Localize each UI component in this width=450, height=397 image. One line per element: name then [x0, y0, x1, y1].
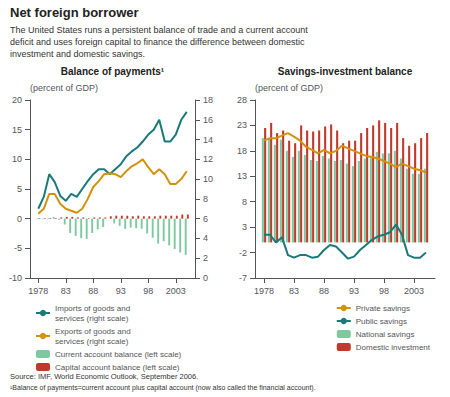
- svg-text:(percent of GDP): (percent of GDP): [255, 83, 323, 93]
- svg-text:Imports of goods and: Imports of goods and: [55, 304, 130, 313]
- svg-text:98: 98: [379, 286, 389, 296]
- svg-text:2003: 2003: [166, 286, 186, 296]
- svg-text:investment and domestic saving: investment and domestic savings.: [10, 49, 145, 59]
- svg-text:83: 83: [61, 286, 71, 296]
- svg-text:1978: 1978: [254, 286, 274, 296]
- svg-text:14: 14: [203, 135, 213, 145]
- svg-text:98: 98: [143, 286, 153, 296]
- svg-text:Exports of goods and: Exports of goods and: [55, 327, 131, 336]
- svg-text:28: 28: [237, 95, 247, 105]
- svg-text:¹Balance of payments=current a: ¹Balance of payments=current account plu…: [10, 384, 316, 392]
- svg-text:Source: IMF, World Economic Ou: Source: IMF, World Economic Outlook, Sep…: [10, 372, 198, 381]
- svg-text:83: 83: [289, 286, 299, 296]
- svg-text:Balance of payments¹: Balance of payments¹: [61, 66, 165, 77]
- svg-text:Current account balance (left: Current account balance (left scale): [55, 350, 182, 359]
- svg-text:0: 0: [17, 214, 22, 224]
- svg-text:-2: -2: [239, 248, 247, 258]
- svg-text:8: 8: [203, 194, 208, 204]
- svg-text:4: 4: [203, 233, 208, 243]
- svg-text:93: 93: [349, 286, 359, 296]
- svg-text:deficit and uses foreign capit: deficit and uses foreign capital to fina…: [10, 37, 305, 47]
- svg-text:Net foreign borrower: Net foreign borrower: [10, 5, 139, 20]
- svg-text:10: 10: [12, 154, 22, 164]
- svg-text:1978: 1978: [28, 286, 48, 296]
- svg-text:services (right scale): services (right scale): [55, 337, 129, 346]
- svg-text:88: 88: [319, 286, 329, 296]
- svg-text:6: 6: [203, 214, 208, 224]
- svg-text:Savings-investment balance: Savings-investment balance: [278, 66, 413, 77]
- svg-text:-5: -5: [14, 243, 22, 253]
- svg-text:2003: 2003: [404, 286, 424, 296]
- svg-text:(percent of GDP): (percent of GDP): [30, 83, 98, 93]
- svg-text:10: 10: [203, 174, 213, 184]
- svg-text:13: 13: [237, 171, 247, 181]
- svg-text:20: 20: [12, 95, 22, 105]
- svg-text:93: 93: [116, 286, 126, 296]
- svg-text:Capital account balance (left: Capital account balance (left scale): [55, 363, 180, 372]
- svg-text:National savings: National savings: [356, 330, 415, 339]
- svg-text:15: 15: [12, 125, 22, 135]
- svg-text:-10: -10: [9, 273, 22, 283]
- svg-text:3: 3: [242, 222, 247, 232]
- svg-text:5: 5: [17, 184, 22, 194]
- svg-text:88: 88: [88, 286, 98, 296]
- svg-text:8: 8: [242, 197, 247, 207]
- svg-text:Domestic investment: Domestic investment: [356, 343, 431, 352]
- svg-text:23: 23: [237, 120, 247, 130]
- svg-text:16: 16: [203, 115, 213, 125]
- svg-text:-7: -7: [239, 273, 247, 283]
- svg-text:2: 2: [203, 253, 208, 263]
- svg-text:18: 18: [203, 95, 213, 105]
- svg-text:The United States runs a persi: The United States runs a persistent bala…: [10, 25, 308, 35]
- svg-text:12: 12: [203, 154, 213, 164]
- svg-text:Private savings: Private savings: [356, 304, 410, 313]
- svg-text:Public savings: Public savings: [356, 317, 407, 326]
- svg-text:0: 0: [203, 273, 208, 283]
- svg-text:services (right scale): services (right scale): [55, 314, 129, 323]
- svg-text:18: 18: [237, 146, 247, 156]
